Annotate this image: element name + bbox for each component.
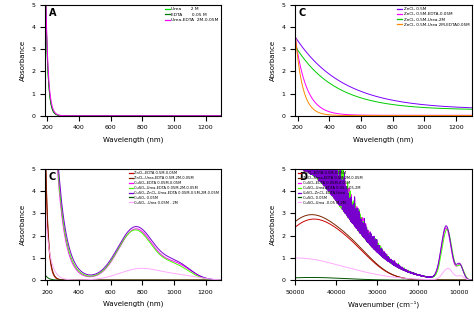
X-axis label: Wavelength (nm): Wavelength (nm) xyxy=(353,136,414,142)
Text: C: C xyxy=(48,172,56,182)
X-axis label: Wavelength (nm): Wavelength (nm) xyxy=(103,300,164,307)
Text: C: C xyxy=(299,8,306,18)
Y-axis label: Absorbance: Absorbance xyxy=(20,40,26,81)
X-axis label: Wavenumber (cm⁻¹): Wavenumber (cm⁻¹) xyxy=(348,300,419,308)
Legend: ZnCl₂-EDTA 0.5M-0.05M, ZnCl₂-Urea-EDTA 0.5M-2M-0.05M, CuSO₄-EDTA 0.05M-0.05M, Cu: ZnCl₂-EDTA 0.5M-0.05M, ZnCl₂-Urea-EDTA 0… xyxy=(297,171,363,205)
Legend: Urea       2 M, EDTA       0.05 M, Urea-EDTA  2M-0.05M: Urea 2 M, EDTA 0.05 M, Urea-EDTA 2M-0.05… xyxy=(164,7,219,23)
X-axis label: Wavelength (nm): Wavelength (nm) xyxy=(103,136,164,142)
Text: D: D xyxy=(299,172,307,182)
Y-axis label: Absorbance: Absorbance xyxy=(270,204,276,245)
Legend: ZnCl₂ 0.5M, ZnCl₂ 0.5M-EDTA-0.05M, ZnCl₂ 0.5M-Urea-2M, ZnCl₂ 0.5M-Urea 2M-EDTA0.: ZnCl₂ 0.5M, ZnCl₂ 0.5M-EDTA-0.05M, ZnCl₂… xyxy=(397,7,470,27)
Y-axis label: Absorbance: Absorbance xyxy=(270,40,276,81)
Text: A: A xyxy=(48,8,56,18)
Y-axis label: Absorbance: Absorbance xyxy=(20,204,26,245)
Legend: ZnCl₂-EDTA 0.5M-0.05M, ZnCl₂-Urea-EDTA 0.5M-2M-0.05M, CuSO₄-EDTA 0.05M-0.05M, Cu: ZnCl₂-EDTA 0.5M-0.05M, ZnCl₂-Urea-EDTA 0… xyxy=(129,171,219,205)
